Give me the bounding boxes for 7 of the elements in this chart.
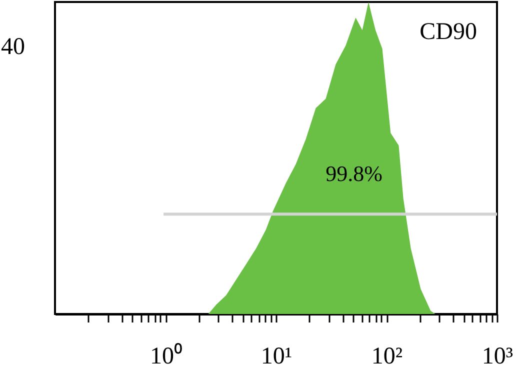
x-tick-label: 10³ <box>482 344 514 370</box>
annotation: CD90 <box>420 19 477 45</box>
annotation: 99.8% <box>326 161 382 186</box>
x-tick-label: 10⁰ <box>150 342 182 370</box>
x-tick-label: 10¹ <box>260 344 292 370</box>
text: 40 <box>1 34 25 60</box>
x-tick-label: 10² <box>371 344 403 370</box>
